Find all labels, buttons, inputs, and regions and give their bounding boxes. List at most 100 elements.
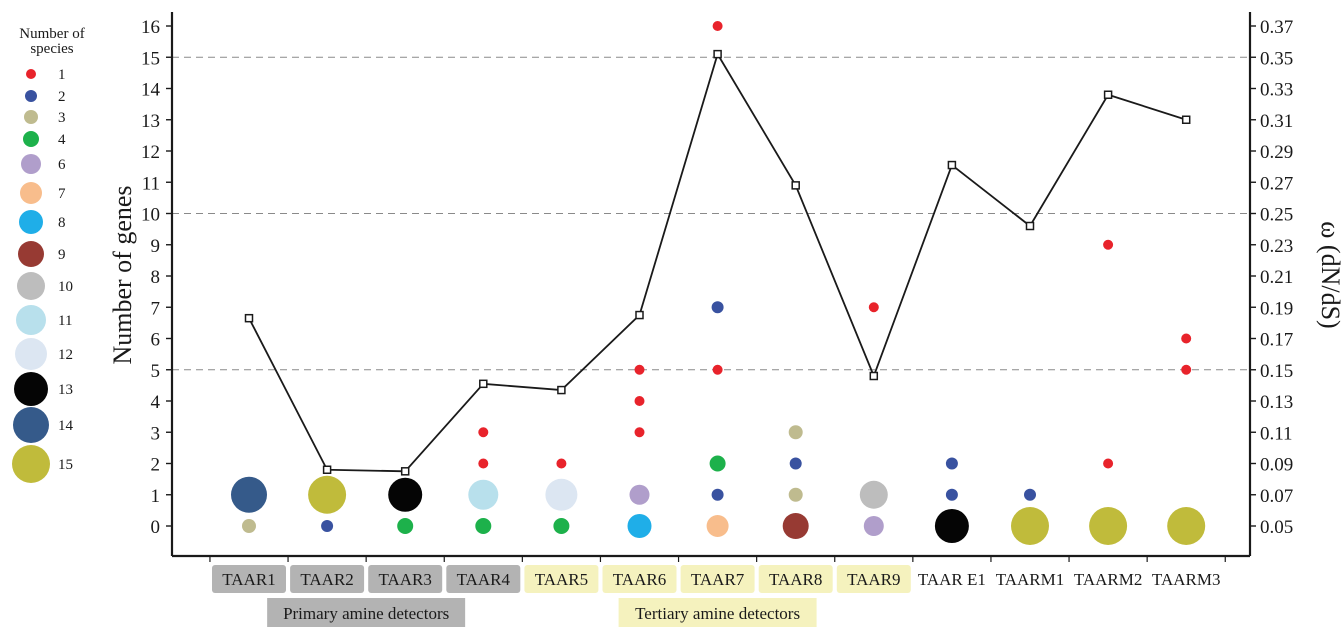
- bubble-point: [1089, 507, 1128, 545]
- bubble-point: [711, 301, 724, 314]
- omega-marker: [479, 379, 488, 389]
- left-tick-label: 5: [151, 361, 161, 382]
- legend-swatch: [18, 241, 44, 267]
- category-label: TAAR7: [691, 570, 745, 589]
- category-label: TAARM1: [996, 570, 1065, 589]
- legend-title-line: Number of: [19, 26, 84, 42]
- left-tick-label: 7: [151, 298, 161, 319]
- left-tick-label: 1: [151, 486, 161, 507]
- category-label-box: [446, 565, 521, 593]
- bubble-point: [711, 488, 724, 501]
- bubble-point: [1103, 458, 1114, 469]
- category-label-box: [368, 565, 443, 593]
- bubble-point: [859, 480, 888, 509]
- bubble-point: [478, 458, 489, 469]
- bubble-point: [388, 477, 423, 512]
- bubble-point: [706, 515, 729, 537]
- legend-swatch: [24, 110, 38, 124]
- omega-marker: [244, 313, 254, 323]
- legend-label: 3: [58, 110, 66, 126]
- category-label-box: [758, 565, 833, 593]
- bubble-point: [308, 475, 347, 514]
- bubble-point: [712, 364, 723, 375]
- bubble-point: [478, 427, 489, 438]
- right-tick-label: 0.31: [1260, 111, 1293, 132]
- bubble-point: [545, 478, 578, 511]
- legend-label: 13: [58, 382, 73, 398]
- left-tick-label: 0: [151, 517, 161, 538]
- legend-swatch: [26, 69, 36, 79]
- left-tick-label: 2: [151, 455, 161, 476]
- omega-marker: [791, 181, 800, 190]
- bubble-point: [627, 514, 652, 538]
- category-label-box: [212, 565, 286, 593]
- bubble-point: [634, 396, 645, 406]
- bubble-point: [868, 302, 879, 313]
- right-tick-label: 0.15: [1260, 361, 1293, 382]
- legend-swatch: [17, 272, 45, 300]
- group-label: Tertiary amine detectors: [635, 604, 800, 623]
- bubble-point: [231, 476, 267, 513]
- category-label: TAAR3: [378, 570, 431, 589]
- omega-marker: [1181, 115, 1191, 124]
- category-label-box: [680, 565, 755, 593]
- left-tick-label: 6: [151, 330, 161, 351]
- bubble-point: [945, 457, 958, 470]
- legend-swatch: [13, 407, 49, 443]
- bubble-point: [863, 516, 884, 536]
- category-label: TAAR6: [613, 570, 666, 589]
- bubble-point: [1011, 507, 1049, 545]
- right-tick-label: 0.17: [1260, 330, 1293, 351]
- right-axis-title: ω (dN/dS): [1316, 221, 1342, 328]
- group-label: Primary amine detectors: [283, 604, 449, 623]
- legend-label: 4: [58, 132, 66, 148]
- legend-label: 2: [58, 89, 66, 105]
- legend-title-line: species: [30, 41, 73, 57]
- right-tick-label: 0.07: [1260, 486, 1293, 507]
- bubble-point: [712, 21, 723, 31]
- legend-label: 15: [58, 457, 73, 473]
- legend-swatch: [21, 154, 41, 174]
- bubble-point: [553, 518, 570, 534]
- category-label: TAAR8: [769, 570, 822, 589]
- bubble-point: [788, 487, 803, 502]
- category-label-box: [836, 565, 911, 593]
- bubble-point: [1167, 507, 1206, 545]
- legend-label: 7: [58, 186, 66, 202]
- omega-marker: [1103, 90, 1113, 99]
- bubble-point: [1024, 488, 1036, 501]
- legend-label: 1: [58, 67, 66, 83]
- right-tick-label: 0.25: [1260, 205, 1293, 226]
- omega-marker: [400, 467, 410, 476]
- bubble-point: [709, 455, 726, 472]
- right-tick-label: 0.09: [1260, 455, 1293, 476]
- right-tick-label: 0.19: [1260, 298, 1293, 319]
- legend-label: 12: [58, 347, 73, 363]
- bubble-point: [475, 518, 492, 534]
- category-label: TAAR9: [847, 570, 900, 589]
- category-label: TAAR4: [457, 570, 511, 589]
- left-tick-label: 15: [141, 48, 160, 69]
- legend-swatch: [25, 90, 37, 102]
- category-label: TAAR2: [300, 570, 353, 589]
- category-label-box: [602, 565, 677, 593]
- left-tick-label: 4: [151, 392, 161, 413]
- right-tick-label: 0.27: [1260, 173, 1293, 194]
- category-label: TAAR1: [222, 570, 275, 589]
- legend-label: 9: [58, 247, 66, 263]
- category-label: TAAR E1: [918, 570, 986, 589]
- bubble-point: [634, 364, 645, 375]
- right-tick-label: 0.35: [1260, 48, 1293, 69]
- category-label-box: [290, 565, 365, 593]
- bubble-point: [934, 509, 969, 543]
- left-tick-label: 9: [151, 236, 161, 257]
- bubble-point: [788, 425, 803, 440]
- bubble-point: [397, 518, 414, 534]
- legend-label: 10: [58, 279, 73, 295]
- omega-marker: [635, 310, 644, 320]
- right-tick-label: 0.37: [1260, 17, 1293, 38]
- legend-label: 14: [58, 418, 74, 434]
- left-tick-label: 8: [151, 267, 161, 288]
